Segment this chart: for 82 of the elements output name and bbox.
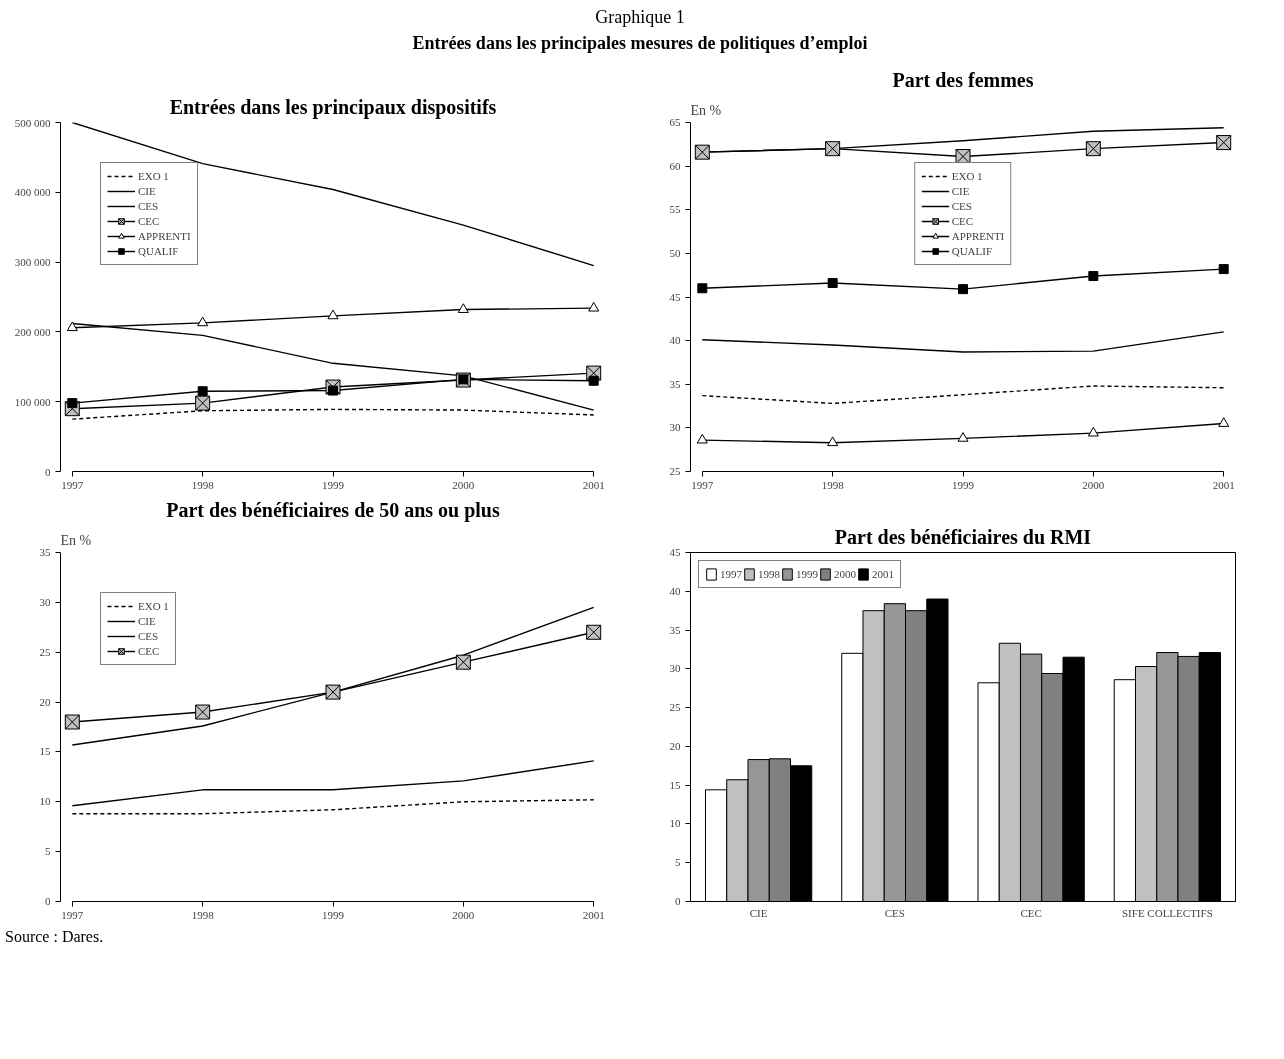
y-tick-label: 25 [669,465,681,478]
y-tick-label: 65 [669,116,681,129]
x-tick-label: CIE [749,906,768,919]
y-tick-label: 30 [669,421,681,434]
legend-label: QUALIF [951,245,993,258]
x-tick-label: 2000 [452,908,475,921]
y-tick-label: 45 [669,546,681,559]
x-tick-label: 2000 [452,478,475,491]
y-tick-label: 35 [669,623,681,636]
y-tick-label: 200 000 [14,326,51,339]
legend-label: CES [138,200,159,213]
chart-title: Part des femmes [892,68,1034,91]
legend-label: APPRENTI [951,230,1005,243]
y-tick-label: 10 [39,795,51,808]
y-tick-label: 35 [39,546,51,559]
legend-label: CES [138,630,159,643]
chart-title: Part des bénéficiaires de 50 ans ou plus [166,498,500,522]
y-axis-title: En % [690,102,722,118]
x-tick-label: 1999 [322,478,345,491]
legend-label: APPRENTI [138,230,191,243]
text: Graphique 1 [594,6,686,29]
x-tick-label: SIFE COLLECTIFS [1121,906,1213,919]
y-tick-label: 0 [675,895,681,908]
legend-label: CEC [951,215,974,228]
legend-label: CES [951,200,972,213]
text: Entrées dans les principales mesures de politiques d’emploi [412,31,868,55]
x-tick-label: 1998 [821,478,845,491]
y-tick-label: 10 [669,817,681,830]
legend-label: QUALIF [138,245,179,258]
y-tick-label: 30 [669,662,681,675]
source-note: Source : Dares. [5,927,104,948]
chart-title: Entrées dans les principaux dispositifs [169,95,497,119]
x-tick-label: 1998 [191,908,215,921]
legend-label: CIE [951,185,971,198]
y-tick-label: 500 000 [14,116,51,129]
legend-label: CIE [138,185,157,198]
legend-label: CEC [138,215,160,228]
x-tick-label: 2001 [582,478,605,491]
legend-label: 2001 [872,568,894,581]
x-tick-label: 1999 [952,478,975,491]
x-tick-label: 2000 [1082,478,1105,491]
y-tick-label: 100 000 [14,396,51,409]
x-tick-label: 1997 [61,908,84,921]
y-tick-label: 0 [45,465,51,478]
y-tick-label: 30 [39,596,51,609]
legend-label: CEC [138,645,160,658]
y-tick-label: 15 [669,779,681,792]
x-tick-label: 1997 [691,478,714,491]
y-tick-label: 40 [669,585,681,598]
x-tick-label: 1998 [191,478,215,491]
legend-label: CIE [138,615,157,628]
y-tick-label: 5 [675,856,681,869]
x-tick-label: 1999 [322,908,345,921]
legend-label: 1998 [758,568,780,581]
y-tick-label: 20 [39,695,51,708]
legend-label: EXO 1 [138,170,169,183]
x-tick-label: 2001 [1212,478,1235,491]
y-tick-label: 400 000 [14,186,51,199]
y-tick-label: 0 [45,895,51,908]
x-tick-label: CES [884,906,905,919]
legend-label: 1999 [796,568,818,581]
y-tick-label: 15 [39,745,51,758]
y-tick-label: 5 [45,845,51,858]
y-tick-label: 55 [669,203,681,216]
y-tick-label: 60 [669,160,681,173]
legend-label: 1997 [720,568,742,581]
y-tick-label: 50 [669,247,681,260]
legend-label: 2000 [834,568,856,581]
legend-label: EXO 1 [138,600,169,613]
y-tick-label: 25 [39,646,51,659]
y-tick-label: 45 [669,290,681,303]
y-tick-label: 35 [669,378,681,391]
y-tick-label: 300 000 [14,256,51,269]
x-tick-label: CEC [1020,906,1042,919]
y-tick-label: 25 [669,701,681,714]
x-tick-label: 1997 [61,478,84,491]
chart-title: Part des bénéficiaires du RMI [834,525,1092,548]
y-axis-title: En % [60,532,92,548]
x-tick-label: 2001 [582,908,605,921]
legend-label: EXO 1 [951,170,983,183]
y-tick-label: 20 [669,740,681,753]
y-tick-label: 40 [669,334,681,347]
